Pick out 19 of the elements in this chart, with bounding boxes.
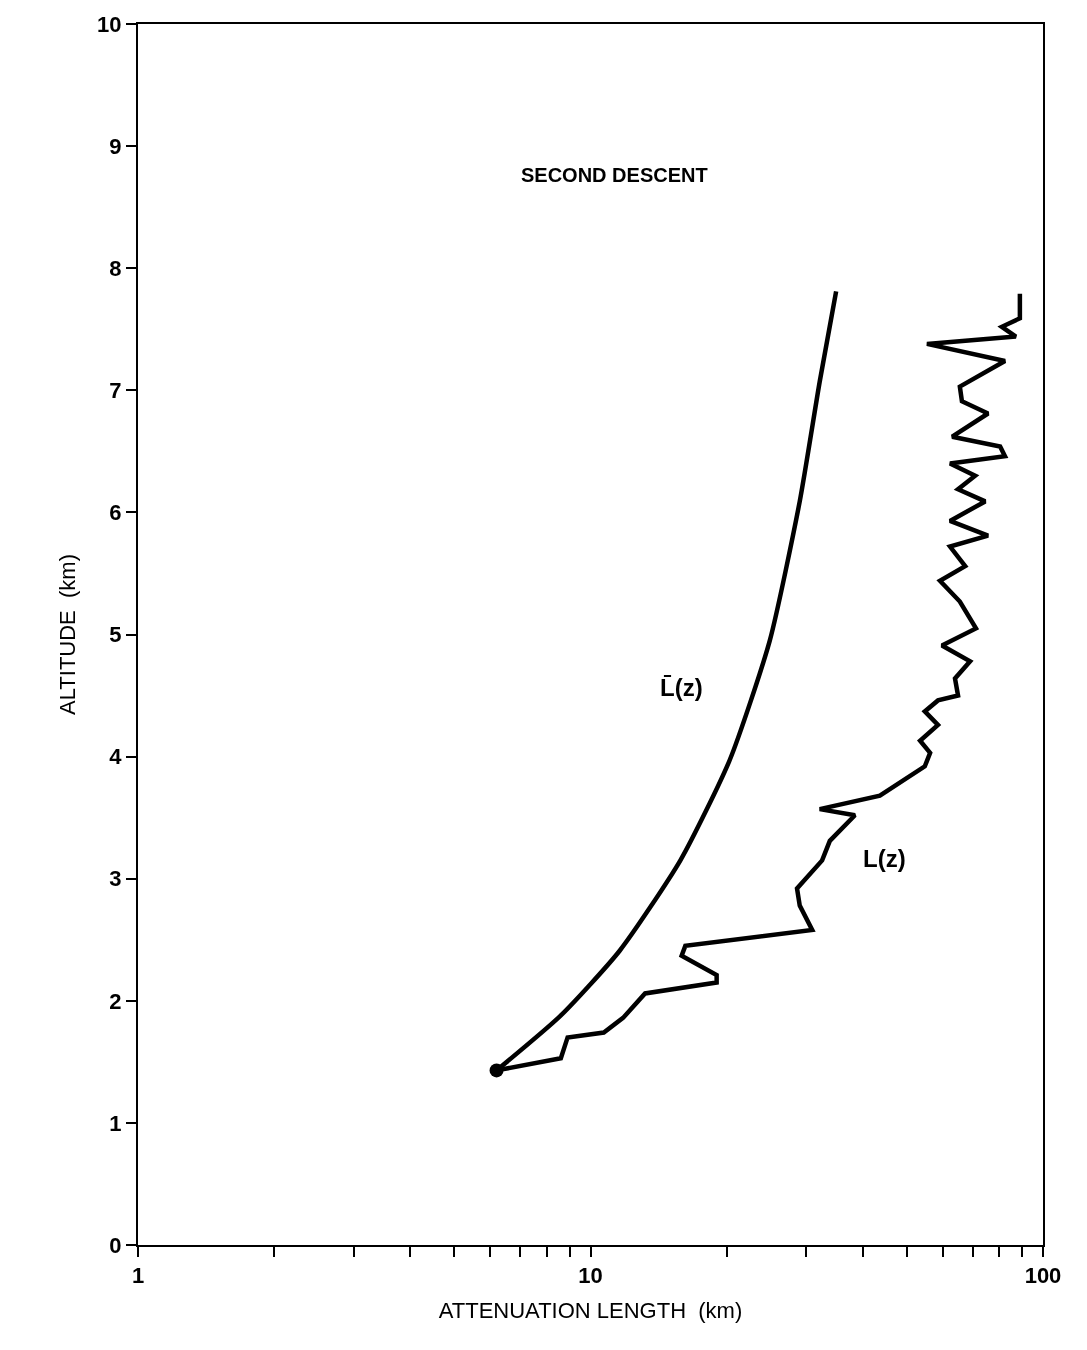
y-tick-label: 8 (109, 255, 122, 281)
annotation: L(z) (863, 845, 906, 872)
x-tick-label: 100 (1024, 1263, 1062, 1289)
y-tick-label: 4 (109, 744, 123, 770)
y-tick-label: 3 (109, 866, 122, 892)
y-tick-label: 1 (109, 1110, 122, 1136)
y-tick-label: 9 (109, 133, 122, 159)
x-tick-label: 1 (131, 1263, 145, 1289)
annotation: SECOND DESCENT (521, 164, 708, 186)
y-tick-label: 7 (109, 378, 122, 403)
y-tick-label: 0 (109, 1232, 122, 1258)
y-tick-label: 5 (109, 622, 122, 648)
annotation: L̄(z) (660, 674, 703, 701)
y-tick-label: 2 (109, 988, 122, 1014)
x-axis-title: ATTENUATION LENGTH (km) (438, 1297, 743, 1323)
x-tick-label: 10 (578, 1263, 603, 1289)
y-tick-label: 10 (97, 11, 122, 37)
y-axis-title: ALTITUDE (km) (55, 554, 81, 715)
y-tick-label: 6 (109, 500, 122, 526)
